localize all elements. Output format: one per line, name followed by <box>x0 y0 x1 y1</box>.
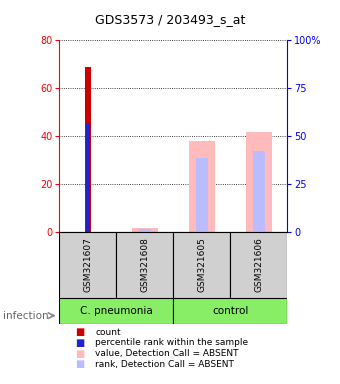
Text: value, Detection Call = ABSENT: value, Detection Call = ABSENT <box>95 349 239 358</box>
Text: infection: infection <box>3 311 49 321</box>
Bar <box>132 227 158 232</box>
Bar <box>231 232 287 298</box>
Bar <box>85 67 91 232</box>
Text: ■: ■ <box>75 359 84 369</box>
Bar <box>59 298 173 324</box>
Text: control: control <box>212 306 249 316</box>
Bar <box>86 124 90 232</box>
Bar <box>196 158 207 232</box>
Text: GDS3573 / 203493_s_at: GDS3573 / 203493_s_at <box>95 13 245 26</box>
Text: percentile rank within the sample: percentile rank within the sample <box>95 338 248 348</box>
Bar <box>189 141 215 232</box>
Text: ■: ■ <box>75 349 84 359</box>
Text: C. pneumonia: C. pneumonia <box>80 306 153 316</box>
Text: rank, Detection Call = ABSENT: rank, Detection Call = ABSENT <box>95 360 234 369</box>
Text: ■: ■ <box>75 338 84 348</box>
Text: GSM321608: GSM321608 <box>140 238 149 292</box>
Bar <box>253 151 265 232</box>
Bar <box>246 131 272 232</box>
Bar <box>173 232 231 298</box>
Text: ■: ■ <box>75 327 84 337</box>
Bar <box>173 298 287 324</box>
Text: GSM321605: GSM321605 <box>198 238 206 292</box>
Bar <box>116 232 173 298</box>
Text: count: count <box>95 328 121 337</box>
Text: GSM321606: GSM321606 <box>254 238 263 292</box>
Bar <box>59 232 116 298</box>
Bar <box>139 229 151 232</box>
Text: GSM321607: GSM321607 <box>84 238 92 292</box>
